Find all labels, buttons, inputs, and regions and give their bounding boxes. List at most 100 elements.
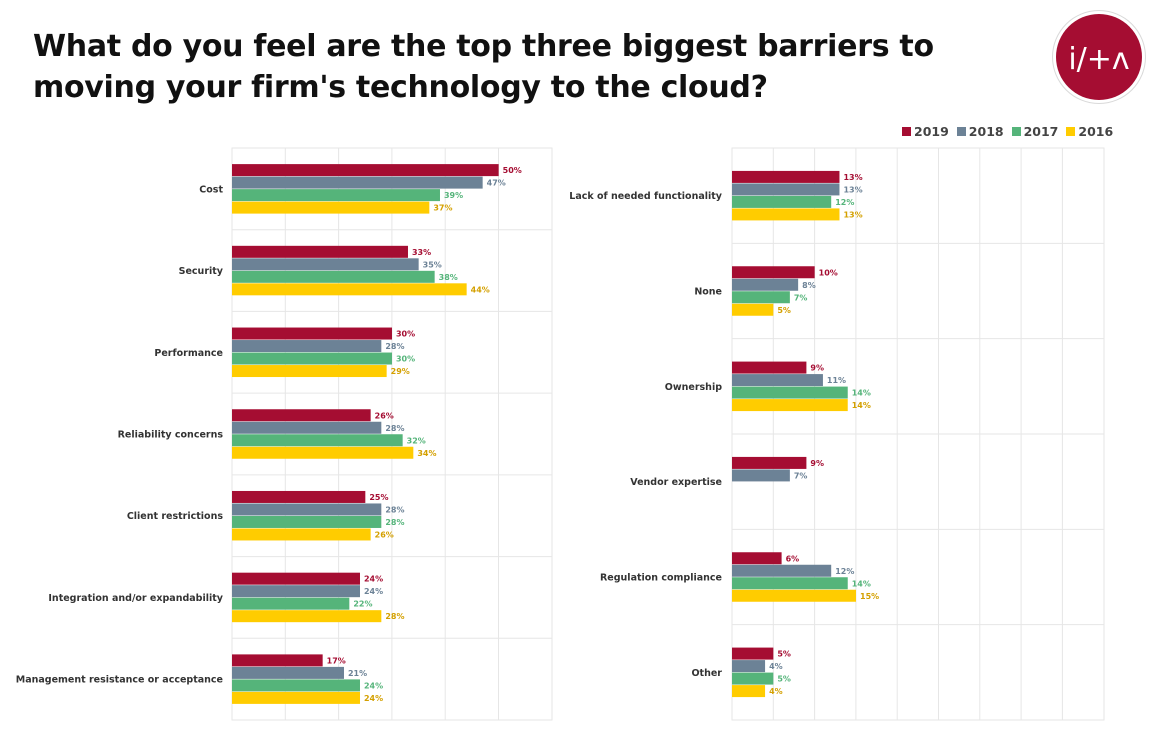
value-label: 30% <box>396 355 415 364</box>
category-label: None <box>694 287 722 298</box>
category-label: Reliability concerns <box>118 430 224 441</box>
bar-2018 <box>732 469 790 482</box>
value-label: 4% <box>769 687 783 696</box>
value-label: 35% <box>423 260 442 269</box>
bar-2016 <box>232 365 387 378</box>
category-label: Vendor expertise <box>630 477 722 488</box>
bar-2017 <box>232 270 435 283</box>
chart-left: Cost 50% 47% 39% 37% Security 33% 35% 38% 44% Perf… <box>16 147 553 721</box>
value-label: 32% <box>407 436 426 445</box>
value-label: 29% <box>391 367 410 376</box>
bar-2018 <box>232 666 344 679</box>
value-label: 26% <box>375 411 394 420</box>
value-label: 30% <box>396 330 415 339</box>
bar-2018 <box>232 503 382 516</box>
category-label: Integration and/or expandability <box>48 593 223 604</box>
bar-2016 <box>232 691 360 704</box>
legend-item-2017: 2017 <box>1011 124 1059 139</box>
value-label: 26% <box>375 530 394 539</box>
ita-logo: i/+ʌ <box>1056 14 1142 100</box>
legend-label: 2018 <box>968 124 1004 139</box>
bar-2019 <box>732 266 815 279</box>
bar-2019 <box>232 572 360 585</box>
value-label: 7% <box>794 293 808 302</box>
bar-2018 <box>232 176 483 189</box>
bar-2018 <box>232 340 382 353</box>
bar-2017 <box>232 189 440 202</box>
bar-2016 <box>732 303 774 316</box>
value-label: 33% <box>412 248 431 257</box>
bar-2016 <box>232 201 430 214</box>
bar-2018 <box>732 374 823 387</box>
bar-2018 <box>232 421 382 434</box>
value-label: 13% <box>843 210 862 219</box>
legend-swatch <box>1066 127 1076 136</box>
bar-2016 <box>232 446 414 459</box>
value-label: 39% <box>444 191 463 200</box>
bar-2016 <box>732 589 857 602</box>
bar-2017 <box>732 195 832 208</box>
bar-2019 <box>232 654 323 667</box>
category-label: Management resistance or acceptance <box>16 675 223 686</box>
value-label: 28% <box>385 505 404 514</box>
value-label: 4% <box>769 662 783 671</box>
value-label: 12% <box>835 567 854 576</box>
value-label: 24% <box>364 694 383 703</box>
value-label: 6% <box>786 554 800 563</box>
value-label: 5% <box>777 650 791 659</box>
bar-2019 <box>732 170 840 183</box>
value-label: 14% <box>852 389 871 398</box>
legend-swatch <box>956 127 966 136</box>
bar-2018 <box>732 183 840 196</box>
bar-2017 <box>732 291 790 304</box>
bar-2018 <box>732 660 766 673</box>
bar-2016 <box>732 685 766 698</box>
bar-2019 <box>232 245 408 258</box>
bar-2017 <box>232 597 350 610</box>
value-label: 37% <box>433 204 452 213</box>
value-label: 44% <box>471 285 490 294</box>
category-label: Other <box>691 668 722 679</box>
value-label: 12% <box>835 198 854 207</box>
value-label: 5% <box>777 306 791 315</box>
value-label: 24% <box>364 587 383 596</box>
bar-2017 <box>232 352 392 365</box>
value-label: 10% <box>819 268 838 277</box>
bar-2019 <box>732 361 807 374</box>
bar-2018 <box>232 585 360 598</box>
bar-2017 <box>732 672 774 685</box>
bar-2019 <box>232 327 392 340</box>
ita-logo-icon: i/+ʌ <box>1068 42 1129 77</box>
category-label: Client restrictions <box>127 511 224 522</box>
bar-2017 <box>732 577 848 590</box>
value-label: 50% <box>503 166 522 175</box>
legend-label: 2019 <box>914 124 949 139</box>
legend-item-2018: 2018 <box>956 124 1004 139</box>
value-label: 24% <box>364 575 383 584</box>
bar-2018 <box>232 258 419 271</box>
value-label: 34% <box>417 449 436 458</box>
chart-right: Lack of needed functionality 13% 13% 12% 13%… <box>569 147 1105 721</box>
value-label: 47% <box>487 179 506 188</box>
bar-2016 <box>732 399 848 412</box>
value-label: 22% <box>353 600 372 609</box>
bar-2019 <box>732 647 774 660</box>
bar-2017 <box>232 679 360 692</box>
chart-title: What do you feel are the top three bigge… <box>33 29 934 105</box>
value-label: 25% <box>369 493 388 502</box>
value-label: 13% <box>843 185 862 194</box>
legend-item-2019: 2019 <box>902 124 949 139</box>
category-label: Performance <box>154 348 223 359</box>
value-label: 5% <box>777 675 791 684</box>
bar-2019 <box>232 164 499 177</box>
bar-2018 <box>732 564 832 577</box>
value-label: 14% <box>852 579 871 588</box>
value-label: 9% <box>810 459 824 468</box>
value-label: 11% <box>827 376 846 385</box>
value-label: 28% <box>385 518 404 527</box>
legend-label: 2017 <box>1023 124 1059 139</box>
category-label: Security <box>179 266 224 277</box>
bar-2017 <box>232 515 382 528</box>
bar-2017 <box>732 386 848 399</box>
bar-2018 <box>732 278 799 291</box>
